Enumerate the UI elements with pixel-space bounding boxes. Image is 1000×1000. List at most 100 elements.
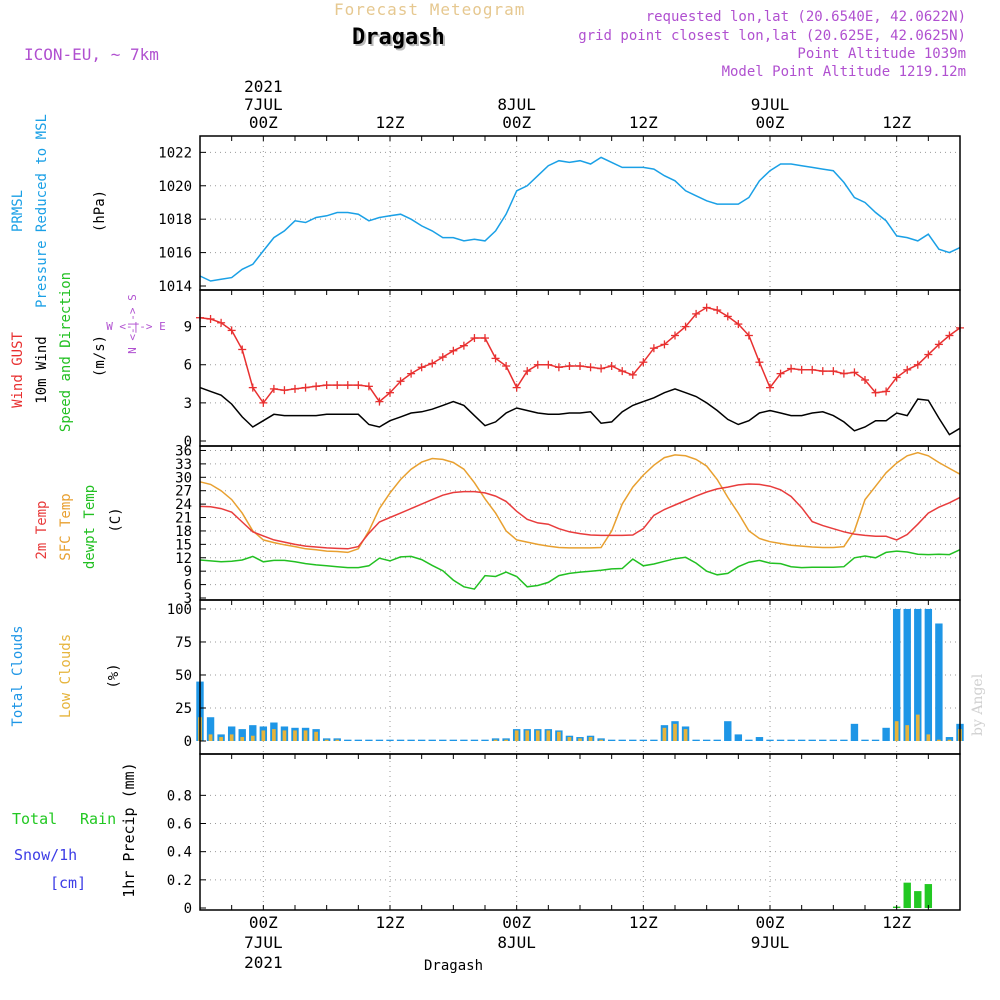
gust-line xyxy=(199,306,961,405)
precip-ytick-label: 0.2 xyxy=(167,873,192,889)
low-clouds-label: Low Clouds xyxy=(58,634,74,718)
low-cloud-bar xyxy=(261,730,266,741)
total-cloud-bar xyxy=(639,739,648,741)
t2m-label: 2m Temp xyxy=(34,500,50,559)
total-cloud-bar xyxy=(449,739,458,741)
total-cloud-bar xyxy=(924,608,933,741)
low-cloud-bar xyxy=(240,737,245,741)
bottom-time-hour: 00Z xyxy=(756,913,785,932)
top-time-hour: 00Z xyxy=(249,113,278,132)
low-cloud-bar xyxy=(250,735,255,741)
wind10m-label: 10m Wind xyxy=(34,336,50,403)
total-cloud-bar xyxy=(797,739,806,741)
wind-ytick-label: 9 xyxy=(184,320,192,336)
low-cloud-bar xyxy=(546,730,551,741)
bottom-time-hour: 12Z xyxy=(882,913,911,932)
temperature-ytick-label: 36 xyxy=(175,443,192,459)
wind-ytick-label: 6 xyxy=(184,358,192,374)
pressure-label-short: PRMSL xyxy=(10,190,26,232)
low-cloud-bar xyxy=(947,739,952,741)
low-cloud-bar xyxy=(314,731,318,741)
low-cloud-bar xyxy=(282,730,287,741)
low-cloud-bar xyxy=(272,729,276,741)
total-cloud-bar xyxy=(850,723,859,741)
total-cloud-bar xyxy=(766,739,774,741)
model-altitude: Model Point Altitude 1219.12m xyxy=(721,64,966,80)
low-cloud-bar xyxy=(662,727,667,741)
rain-bar xyxy=(903,882,911,908)
total-cloud-bar xyxy=(439,739,447,741)
total-cloud-bar xyxy=(428,739,436,741)
total-cloud-bar xyxy=(375,739,384,741)
total-cloud-bar xyxy=(354,739,363,741)
wind-ytick-label: 3 xyxy=(184,396,192,412)
total-cloud-bar xyxy=(249,725,257,741)
low-cloud-bar xyxy=(229,734,234,741)
low-cloud-bar xyxy=(335,739,340,741)
low-cloud-bar xyxy=(915,714,920,741)
low-cloud-bar xyxy=(493,739,498,741)
low-cloud-bar xyxy=(567,737,572,741)
bottom-time-date: 7JUL xyxy=(244,933,283,952)
pressure-line xyxy=(199,156,961,282)
wind-dir-label: Speed and Direction xyxy=(58,272,74,432)
total-cloud-bar xyxy=(745,739,753,741)
low-cloud-bar xyxy=(578,738,582,741)
total-cloud-bar xyxy=(871,739,880,741)
grid-layer xyxy=(200,136,960,910)
clouds-ytick-label: 100 xyxy=(167,602,192,618)
total-cloud-bar xyxy=(417,739,426,741)
pressure-ytick-label: 1020 xyxy=(158,179,192,195)
pressure-ytick-label: 1022 xyxy=(158,145,192,161)
t2m-line xyxy=(199,483,961,550)
total-cloud-bar xyxy=(386,739,394,741)
pressure-frame xyxy=(199,135,961,291)
rain-label-a: Total xyxy=(12,810,57,828)
total-clouds-label: Total Clouds xyxy=(10,625,26,726)
total-cloud-bar xyxy=(692,739,700,741)
total-cloud-bar xyxy=(702,739,711,741)
low-cloud-bar xyxy=(683,729,688,741)
low-cloud-bar xyxy=(894,721,899,741)
total-cloud-bar xyxy=(903,608,911,741)
total-cloud-bar xyxy=(365,739,373,741)
sfc-temp-label: SFC Temp xyxy=(58,493,74,560)
temp-unit-label: (C) xyxy=(108,507,124,532)
rain-label-b: Rain xyxy=(80,810,116,828)
total-cloud-bar xyxy=(787,739,795,741)
compass-ns-label: N <-|-> S xyxy=(126,294,139,354)
clouds-ytick-label: 50 xyxy=(175,668,192,684)
precip-unit-label: 1hr Precip (mm) xyxy=(120,762,138,897)
top-time-hour: 12Z xyxy=(376,113,405,132)
total-cloud-bar xyxy=(618,739,626,741)
temperature-ytick-label: 21 xyxy=(175,511,192,527)
precip-ytick-label: 0.6 xyxy=(167,817,192,833)
total-cloud-bar xyxy=(481,739,489,741)
low-cloud-bar xyxy=(905,725,910,741)
total-cloud-bar xyxy=(713,739,721,741)
rain-bar xyxy=(924,884,933,908)
total-cloud-bar xyxy=(227,726,236,741)
top-time-hour: 00Z xyxy=(502,113,531,132)
pressure-ytick-label: 1016 xyxy=(158,246,192,262)
gust-label: Wind GUST xyxy=(10,332,26,408)
top-time-hour: 12Z xyxy=(882,113,911,132)
total-cloud-bar xyxy=(629,739,637,741)
low-cloud-bar xyxy=(557,731,561,741)
top-time-date: 9JUL xyxy=(751,95,790,114)
pressure-ytick-label: 1018 xyxy=(158,212,192,228)
low-cloud-bar xyxy=(673,723,677,741)
dewpt-line xyxy=(199,549,961,590)
temperature-frame xyxy=(199,445,961,601)
low-cloud-bar xyxy=(504,739,508,741)
total-cloud-bar xyxy=(861,739,869,741)
top-time-date: 8JUL xyxy=(497,95,536,114)
wind-unit-label: (m/s) xyxy=(92,335,108,377)
temperature-ytick-label: 6 xyxy=(184,578,192,594)
temperature-ytick-label: 24 xyxy=(175,497,192,513)
tick-labels: 1014101610181020102203693691215182124273… xyxy=(158,145,206,917)
precip-ytick-label: 0 xyxy=(184,901,192,917)
total-cloud-bar xyxy=(650,739,658,741)
